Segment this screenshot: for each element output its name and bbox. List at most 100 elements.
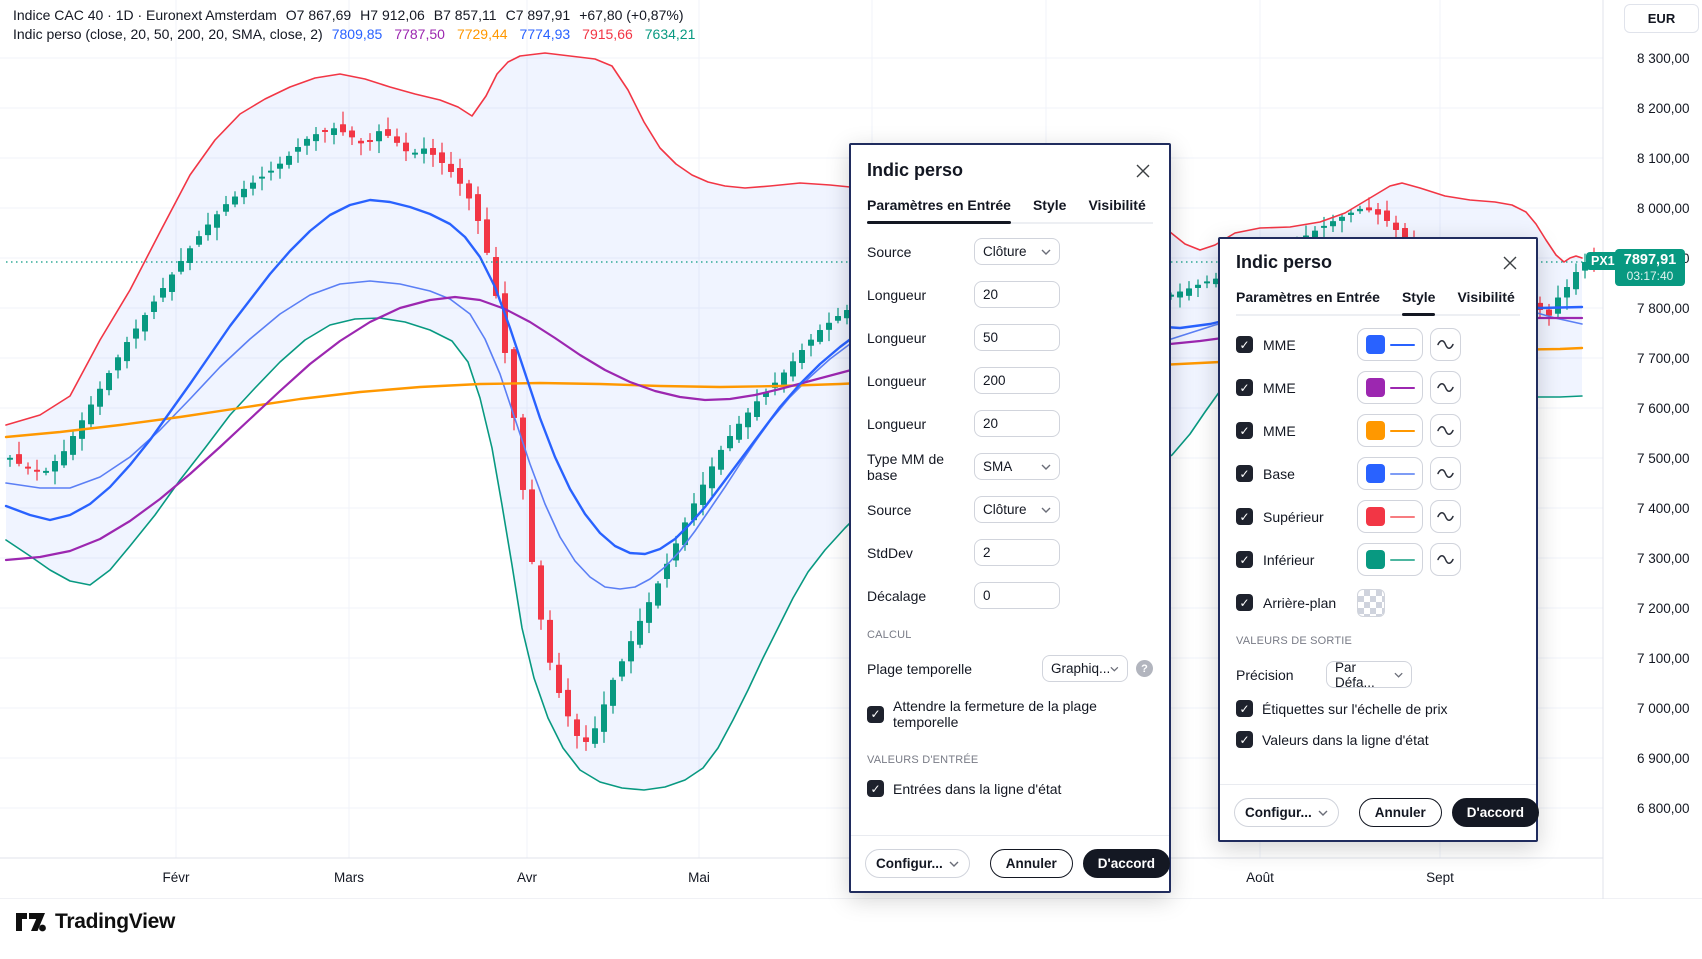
entrees-checkbox[interactable]: ✓: [867, 780, 884, 797]
plot-color-button[interactable]: [1357, 457, 1423, 490]
tradingview-logo[interactable]: TradingView: [15, 910, 175, 934]
daccord-button[interactable]: D'accord: [1451, 798, 1539, 827]
chevron-down-icon: [1041, 507, 1051, 513]
price-axis-label: 7 700,00: [1637, 351, 1690, 366]
color-swatch: [1365, 421, 1385, 440]
field-input[interactable]: 2: [974, 539, 1060, 566]
line-style-button[interactable]: [1430, 457, 1461, 490]
plot-visibility-checkbox[interactable]: ✓: [1236, 336, 1253, 353]
precision-label: Précision: [1236, 666, 1294, 683]
time-axis-label: Sept: [1426, 870, 1454, 885]
entrees-label: Entrées dans la ligne d'état: [893, 780, 1062, 797]
price-label-px1[interactable]: PX1: [1586, 252, 1620, 270]
plot-color-button[interactable]: [1357, 328, 1423, 361]
arriere-plan-checkbox[interactable]: ✓: [1236, 594, 1253, 611]
plot-visibility-checkbox[interactable]: ✓: [1236, 551, 1253, 568]
field-input[interactable]: 20: [974, 281, 1060, 308]
plot-label: MME: [1263, 422, 1296, 439]
field-input[interactable]: 20: [974, 410, 1060, 437]
help-icon[interactable]: ?: [1136, 660, 1153, 677]
price-axis-label: 7 400,00: [1637, 501, 1690, 516]
attendre-checkbox[interactable]: ✓: [867, 705, 884, 723]
close-icon[interactable]: [1500, 253, 1520, 273]
attendre-label: Attendre la fermeture de la plage tempor…: [893, 698, 1097, 730]
field-row: Longueur 20: [867, 281, 1153, 308]
tab-parametres-en-entree[interactable]: Paramètres en Entrée: [867, 197, 1011, 224]
style-row: ✓ MME: [1236, 328, 1520, 361]
symbol-title[interactable]: Indice CAC 40 · 1D · Euronext Amsterdam: [13, 7, 277, 23]
line-style-wave-icon: [1437, 340, 1454, 349]
currency-button[interactable]: EUR: [1624, 4, 1699, 33]
etiquettes-checkbox[interactable]: ✓: [1236, 700, 1253, 717]
line-style-button[interactable]: [1430, 543, 1461, 576]
price-axis-label: 6 900,00: [1637, 751, 1690, 766]
field-input[interactable]: 0: [974, 582, 1060, 609]
close-icon[interactable]: [1133, 161, 1153, 181]
chevron-down-icon: [1041, 249, 1051, 255]
line-sample: [1389, 429, 1415, 432]
annuler-button[interactable]: Annuler: [989, 849, 1073, 878]
line-sample: [1389, 558, 1415, 561]
annuler-button[interactable]: Annuler: [1358, 798, 1442, 827]
background-color-button[interactable]: [1357, 588, 1385, 617]
last-price-tag[interactable]: 7897,91 03:17:40: [1615, 249, 1685, 286]
ohlc-change: +67,80 (+0,87%): [579, 7, 684, 23]
plot-color-button[interactable]: [1357, 500, 1423, 533]
tab-visibilite[interactable]: Visibilité: [1457, 289, 1515, 305]
tab-parametres-en-entree[interactable]: Paramètres en Entrée: [1236, 289, 1380, 305]
plot-visibility-checkbox[interactable]: ✓: [1236, 508, 1253, 525]
ohlc-high: H7 912,06: [360, 7, 425, 23]
indicator-status-line[interactable]: Indic perso (close, 20, 50, 200, 20, SMA…: [13, 26, 695, 42]
field-input[interactable]: 50: [974, 324, 1060, 351]
last-price: 7897,91: [1623, 252, 1677, 268]
plot-label: Base: [1263, 465, 1295, 482]
field-row: StdDev 2: [867, 539, 1153, 566]
price-axis-labels: 8 300,008 200,008 100,008 000,007 900,00…: [1637, 51, 1690, 816]
field-select[interactable]: Clôture: [974, 496, 1060, 523]
tab-style[interactable]: Style: [1032, 197, 1067, 213]
configur-dropdown-button[interactable]: Configur...: [1234, 798, 1339, 827]
etiquettes-label: Étiquettes sur l'échelle de prix: [1262, 700, 1448, 717]
line-style-button[interactable]: [1430, 371, 1461, 404]
tab-style[interactable]: Style: [1401, 289, 1436, 316]
field-label: Longueur: [867, 372, 927, 389]
line-style-button[interactable]: [1430, 328, 1461, 361]
price-axis-label: 7 500,00: [1637, 451, 1690, 466]
line-style-button[interactable]: [1430, 414, 1461, 447]
line-style-wave-icon: [1437, 383, 1454, 392]
dialog-title: Indic perso: [867, 160, 964, 180]
plot-color-button[interactable]: [1357, 371, 1423, 404]
tab-visibilite[interactable]: Visibilité: [1088, 197, 1146, 213]
indicator-name[interactable]: Indic perso (close, 20, 50, 200, 20, SMA…: [13, 26, 323, 42]
section-calcul: CALCUL: [867, 629, 912, 641]
plot-label: MME: [1263, 379, 1296, 396]
field-select[interactable]: Clôture: [974, 238, 1060, 265]
precision-select[interactable]: Par Défa...: [1326, 660, 1412, 690]
field-row: Longueur 20: [867, 410, 1153, 437]
field-input[interactable]: 200: [974, 367, 1060, 394]
indicator-value: 7809,85: [331, 26, 383, 42]
dialog-tabs: Paramètres en Entrée Style Visibilité: [867, 197, 1153, 224]
plage-temporelle-select[interactable]: Graphiq...: [1042, 655, 1128, 682]
configur-dropdown-button[interactable]: Configur...: [865, 849, 970, 878]
field-select[interactable]: SMA: [974, 453, 1060, 480]
indicator-value: 7787,50: [394, 26, 445, 42]
line-sample: [1389, 472, 1415, 475]
plot-visibility-checkbox[interactable]: ✓: [1236, 465, 1253, 482]
indicator-value: 7774,93: [519, 26, 571, 42]
indicator-settings-dialog-inputs: Indic perso Paramètres en Entrée Style V…: [849, 143, 1171, 893]
dialog-tabs: Paramètres en Entrée Style Visibilité: [1236, 289, 1520, 316]
plot-color-button[interactable]: [1357, 414, 1423, 447]
plot-visibility-checkbox[interactable]: ✓: [1236, 422, 1253, 439]
line-style-button[interactable]: [1430, 500, 1461, 533]
line-sample: [1389, 343, 1415, 346]
daccord-button[interactable]: D'accord: [1082, 849, 1170, 878]
plot-visibility-checkbox[interactable]: ✓: [1236, 379, 1253, 396]
ohlc-open: O7 867,69: [285, 7, 352, 23]
symbol-status-line[interactable]: Indice CAC 40 · 1D · Euronext Amsterdam …: [13, 7, 683, 23]
valeurs-checkbox[interactable]: ✓: [1236, 731, 1253, 748]
plot-color-button[interactable]: [1357, 543, 1423, 576]
style-row: ✓ MME: [1236, 414, 1520, 447]
upper-band-line: [5, 52, 1583, 426]
